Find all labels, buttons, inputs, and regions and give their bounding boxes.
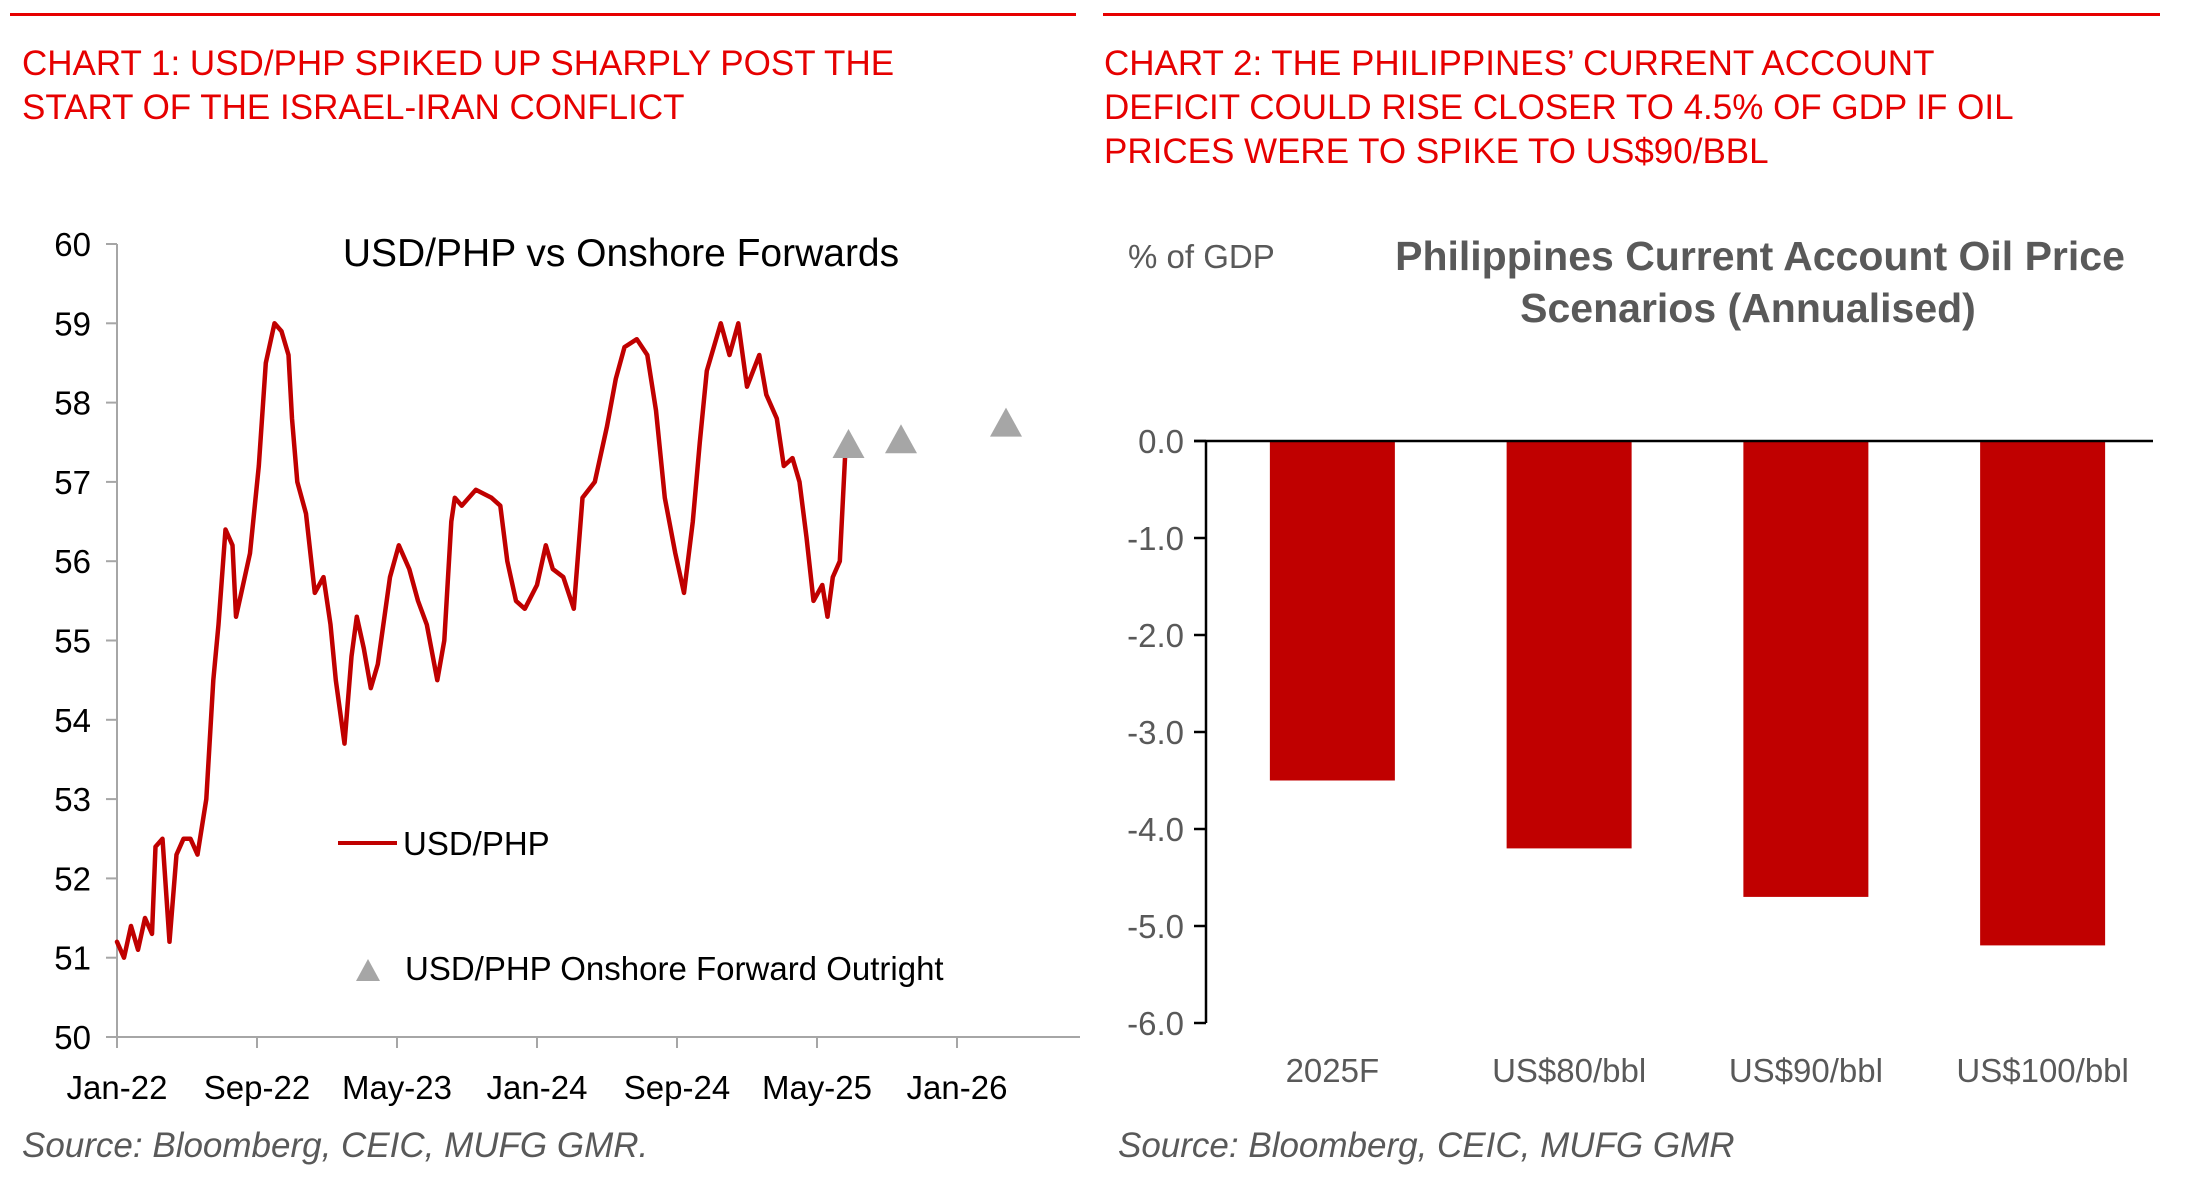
chart2-y-axis: 0.0 -1.0 -2.0 -3.0 -4.0 -5.0 -6.0 [1127, 423, 2153, 1042]
chart1-title: USD/PHP vs Onshore Forwards [343, 232, 899, 275]
chart2-x-axis: 2025F US$80/bbl US$90/bbl US$100/bbl [1286, 1052, 2129, 1089]
forward-outright-triangle [832, 429, 865, 459]
forward-outright-triangle [990, 407, 1022, 437]
y-tick-label: 57 [54, 464, 91, 501]
y-tick-label: 59 [54, 305, 91, 342]
bar-2025f [1269, 441, 1395, 781]
y-tick-label: 56 [54, 543, 91, 580]
chart1-y-axis: 50 51 52 53 54 55 56 57 58 59 60 [54, 226, 118, 1056]
usdphp-line-chart: USD/PHP vs Onshore Forwards 50 51 52 53 54 55… [54, 226, 1080, 1106]
y-tick-label: -3.0 [1127, 714, 1184, 751]
chart2-bars [1269, 441, 2106, 946]
y-tick-label: 52 [54, 860, 91, 897]
legend-usdphp-label: USD/PHP [403, 825, 550, 862]
x-category-label: 2025F [1286, 1052, 1380, 1089]
y-tick-label: 0.0 [1138, 423, 1184, 460]
chart1-heading-line: START OF THE ISRAEL-IRAN CONFLICT [22, 88, 685, 127]
forward-outright-markers [832, 407, 1022, 459]
chart1-source: Source: Bloomberg, CEIC, MUFG GMR. [22, 1126, 649, 1165]
chart1-x-axis: Jan-22 Sep-22 May-23 Jan-24 Sep-24 May-25 Jan-… [67, 1036, 1080, 1106]
chart1-legend: USD/PHP USD/PHP Onshore Forward Outright [338, 825, 944, 987]
x-tick-label: May-25 [762, 1069, 872, 1106]
chart2-heading-line: CHART 2: THE PHILIPPINES’ CURRENT ACCOUN… [1104, 44, 1935, 83]
y-tick-label: 53 [54, 781, 91, 818]
chart1-heading-line: CHART 1: USD/PHP SPIKED UP SHARPLY POST … [22, 44, 895, 83]
x-tick-label: Sep-22 [204, 1069, 310, 1106]
y-tick-label: 60 [54, 226, 91, 263]
y-tick-label: -6.0 [1127, 1005, 1184, 1042]
bar-us-100-bbl [1980, 441, 2106, 946]
forward-outright-triangle [885, 424, 917, 454]
y-tick-label: 58 [54, 385, 91, 422]
y-tick-label: -5.0 [1127, 908, 1184, 945]
y-tick-label: 50 [54, 1019, 91, 1056]
x-tick-label: Sep-24 [624, 1069, 730, 1106]
chart2-title-line: Philippines Current Account Oil Price [1395, 233, 2125, 279]
legend-triangle-swatch [356, 959, 380, 981]
chart1-heading: CHART 1: USD/PHP SPIKED UP SHARPLY POST … [22, 42, 894, 130]
usdphp-series-line [114, 321, 848, 960]
x-tick-label: May-23 [342, 1069, 452, 1106]
y-tick-label: -1.0 [1127, 520, 1184, 557]
y-tick-label: 55 [54, 623, 91, 660]
legend-forward-outright-label: USD/PHP Onshore Forward Outright [405, 950, 944, 987]
y-tick-label: -4.0 [1127, 811, 1184, 848]
current-account-bar-chart: % of GDP Philippines Current Account Oil… [1127, 233, 2153, 1089]
chart2-heading-line: DEFICIT COULD RISE CLOSER TO 4.5% OF GDP… [1104, 88, 2014, 127]
bar-us-80-bbl [1506, 441, 1632, 849]
x-category-label: US$100/bbl [1956, 1052, 2128, 1089]
chart2-title-line: Scenarios (Annualised) [1520, 285, 1976, 331]
chart1-top-rule [10, 13, 1076, 16]
y-tick-label: -2.0 [1127, 617, 1184, 654]
chart2-heading-line: PRICES WERE TO SPIKE TO US$90/BBL [1104, 132, 1769, 171]
x-tick-label: Jan-24 [487, 1069, 588, 1106]
y-tick-label: 51 [54, 940, 91, 977]
chart2-top-rule [1103, 13, 2160, 16]
chart2-heading: CHART 2: THE PHILIPPINES’ CURRENT ACCOUN… [1104, 42, 2014, 174]
x-category-label: US$90/bbl [1729, 1052, 1883, 1089]
chart2-y-unit-label: % of GDP [1128, 238, 1275, 275]
chart2-source: Source: Bloomberg, CEIC, MUFG GMR [1118, 1126, 1735, 1165]
x-tick-label: Jan-26 [907, 1069, 1008, 1106]
x-category-label: US$80/bbl [1492, 1052, 1646, 1089]
x-tick-label: Jan-22 [67, 1069, 168, 1106]
bar-us-90-bbl [1743, 441, 1869, 897]
y-tick-label: 54 [54, 702, 91, 739]
